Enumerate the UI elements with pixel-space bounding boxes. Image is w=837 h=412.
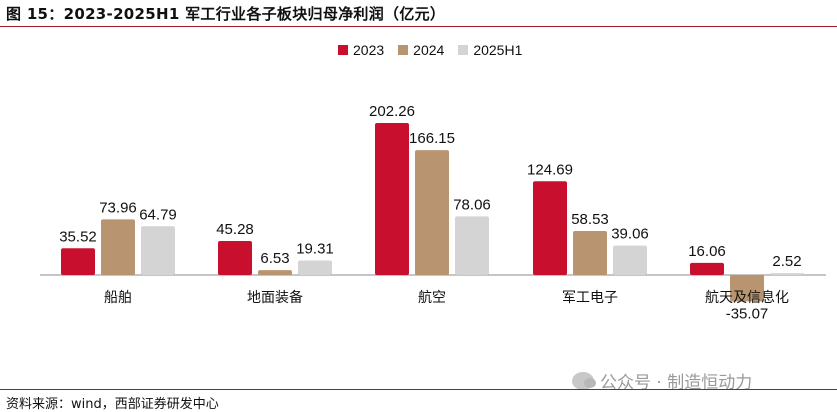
data-label-2024-1: 6.53 [260, 250, 289, 267]
data-label-2023-4: 16.06 [688, 243, 726, 260]
legend-swatch-2023 [338, 45, 348, 55]
legend-item-2024: 2024 [398, 42, 444, 58]
data-label-2025H1-3: 39.06 [611, 226, 649, 243]
bar-2024-2 [415, 150, 449, 275]
bar-2025H1-4 [770, 273, 804, 275]
bar-2025H1-0 [141, 226, 175, 275]
title-bar: 图 15：2023-2025H1 军工行业各子板块归母净利润（亿元） [0, 0, 837, 27]
category-label-0: 船舶 [104, 290, 132, 306]
bar-2023-1 [218, 240, 252, 275]
legend-label-2025h1: 2025H1 [473, 42, 523, 58]
data-label-2023-0: 35.52 [59, 228, 97, 245]
category-label-2: 航空 [418, 290, 446, 306]
chart-title: 图 15：2023-2025H1 军工行业各子板块归母净利润（亿元） [6, 5, 446, 23]
bar-chart: 35.52 45.28 202.26 124.69 16.06 73.96 6.53 166.… [40, 103, 826, 322]
bar-2024-1 [258, 270, 292, 275]
watermark-text: 公众号 · 制造恒动力 [600, 373, 753, 393]
data-label-2025H1-4: 2.52 [772, 253, 801, 270]
legend-label-2024: 2024 [413, 42, 445, 58]
category-label-4: 航天及信息化 [705, 289, 789, 306]
legend-item-2025h1: 2025H1 [458, 42, 522, 58]
bar-2023-2 [375, 123, 409, 275]
data-label-2025H1-2: 78.06 [453, 196, 491, 213]
data-label-2024-0: 73.96 [99, 199, 137, 216]
legend-swatch-2024 [398, 45, 409, 55]
bar-2023-3 [533, 181, 567, 275]
wechat-icon [572, 371, 596, 390]
category-label-1: 地面装备 [247, 289, 303, 306]
bar-2025H1-3 [613, 245, 647, 275]
data-label-2025H1-0: 64.79 [139, 206, 177, 223]
bar-2024-4 [730, 275, 764, 302]
data-label-2025H1-1: 19.31 [296, 240, 334, 257]
watermark: 公众号 · 制造恒动力 [572, 368, 752, 393]
data-label-2023-2: 202.26 [369, 103, 415, 120]
legend: 2023 2024 2025H1 [338, 42, 522, 58]
bar-2023-0 [61, 248, 95, 275]
data-label-2024-2: 166.15 [409, 130, 455, 147]
source-note: 资料来源：wind，西部证券研发中心 [6, 397, 219, 412]
bar-2023-4 [690, 262, 724, 275]
bar-2024-0 [101, 219, 135, 275]
legend-swatch-2025h1 [458, 45, 469, 55]
category-label-3: 军工电子 [562, 290, 618, 306]
legend-label-2023: 2023 [353, 42, 385, 58]
data-label-2023-1: 45.28 [216, 221, 254, 238]
bar-2025H1-1 [298, 260, 332, 275]
data-label-2024-3: 58.53 [571, 211, 609, 228]
legend-item-2023: 2023 [338, 42, 384, 58]
data-label-2023-3: 124.69 [527, 161, 573, 178]
bar-2025H1-2 [455, 216, 489, 275]
data-label-2024-4: -35.07 [726, 305, 769, 322]
source-bar: 资料来源：wind，西部证券研发中心 [0, 389, 837, 412]
bar-2024-3 [573, 231, 607, 275]
